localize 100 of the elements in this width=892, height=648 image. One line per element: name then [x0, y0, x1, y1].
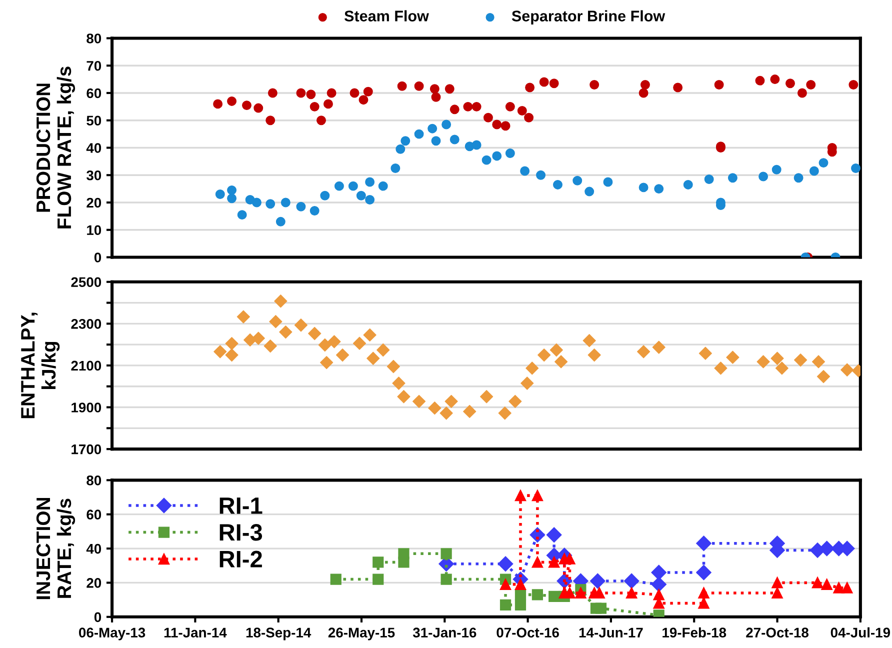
point	[392, 376, 406, 390]
point	[772, 587, 783, 599]
point	[365, 177, 375, 187]
point	[505, 148, 515, 158]
point	[237, 210, 247, 220]
point	[651, 576, 666, 592]
point	[851, 164, 860, 174]
point	[498, 406, 512, 420]
point	[358, 95, 368, 105]
y-tick-label: 30	[86, 170, 102, 180]
point	[812, 577, 824, 588]
y-tick-label: 60	[86, 88, 102, 98]
point	[227, 185, 237, 195]
y-axis-title: INJECTION RATE, kg/s	[36, 498, 76, 600]
point	[428, 124, 438, 134]
point	[770, 74, 780, 84]
legend-label: RI-1	[220, 498, 262, 514]
point	[310, 102, 320, 112]
point	[328, 335, 341, 348]
point	[806, 80, 816, 90]
point	[794, 173, 804, 183]
x-tick-label: 11-Jan-14	[164, 628, 227, 638]
point	[386, 360, 400, 374]
point	[268, 88, 278, 98]
point	[536, 170, 546, 180]
point	[550, 343, 563, 357]
y-tick-label: 50	[86, 116, 102, 126]
point	[714, 362, 728, 375]
point	[472, 102, 482, 112]
point	[756, 355, 770, 368]
point	[215, 190, 225, 200]
y-tick-label: 0	[94, 612, 102, 622]
point	[673, 82, 683, 92]
y-axis-title: PRODUCTION FLOW RATE, kg/s	[36, 66, 76, 228]
point	[514, 578, 526, 590]
point	[652, 340, 666, 354]
point	[276, 216, 286, 226]
point	[396, 144, 406, 154]
point	[442, 120, 452, 130]
point	[514, 599, 526, 610]
point	[603, 177, 613, 187]
y-axis-title: ENTHALPY, kJ/kg	[21, 312, 60, 418]
point	[818, 158, 828, 168]
point	[431, 136, 441, 146]
point	[227, 96, 237, 106]
x-tick-label: 19-Feb-18	[662, 627, 726, 638]
point	[492, 151, 502, 161]
point	[372, 556, 384, 568]
point	[400, 136, 410, 146]
point	[726, 350, 740, 364]
point	[816, 370, 830, 384]
x-tick-label: 26-May-15	[328, 628, 395, 640]
point	[517, 106, 527, 116]
y-tick-label: 2100	[71, 360, 102, 371]
point	[582, 334, 596, 348]
point	[575, 587, 586, 599]
legend-label: Steam Flow	[344, 10, 429, 22]
point	[833, 582, 844, 594]
point	[363, 328, 376, 342]
point	[797, 88, 807, 98]
point	[728, 173, 738, 183]
point	[350, 88, 360, 98]
point	[770, 352, 784, 365]
point	[440, 406, 453, 420]
point	[330, 574, 342, 585]
point	[554, 355, 568, 368]
point	[696, 536, 712, 551]
x-tick-label: 27-Oct-18	[746, 628, 808, 638]
point	[505, 102, 515, 112]
x-tick-label: 18-Sep-14	[246, 628, 312, 640]
point	[348, 181, 358, 191]
point	[520, 376, 534, 390]
point	[500, 578, 512, 590]
point	[450, 104, 460, 114]
point	[698, 587, 710, 599]
point	[279, 325, 292, 339]
point	[414, 129, 424, 139]
point	[532, 556, 544, 568]
y-tick-label: 20	[86, 578, 102, 588]
point	[514, 490, 526, 502]
point	[812, 355, 826, 368]
point	[480, 390, 494, 404]
point	[463, 102, 473, 112]
point	[498, 556, 514, 572]
point	[755, 76, 765, 86]
point	[320, 356, 334, 370]
point	[483, 112, 493, 122]
point	[683, 180, 693, 190]
point	[758, 172, 768, 182]
point	[772, 577, 783, 588]
point	[444, 84, 454, 94]
point	[500, 599, 512, 610]
point	[842, 582, 853, 594]
point	[310, 206, 320, 216]
x-tick-label: 06-May-13	[79, 628, 146, 640]
point	[336, 348, 350, 362]
point	[539, 77, 549, 87]
point	[500, 121, 510, 131]
point	[254, 103, 264, 113]
x-tick-label: 14-Jun-17	[579, 628, 643, 638]
